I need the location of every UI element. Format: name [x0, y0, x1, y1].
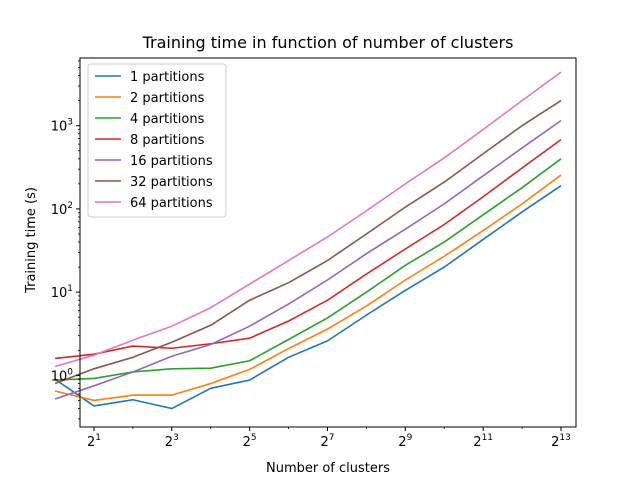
x-tick-base: 2: [320, 435, 328, 450]
series-line-1: [54, 185, 562, 410]
legend-label: 8 partitions: [130, 133, 205, 148]
x-tick-exponent: 13: [559, 433, 570, 443]
x-tick-label: 25: [243, 433, 257, 450]
legend-label: 2 partitions: [130, 91, 205, 106]
legend-label: 1 partitions: [130, 70, 205, 85]
x-axis: 21 23 25 27 29 211 213: [87, 427, 571, 450]
legend-label: 32 partitions: [130, 175, 213, 190]
legend-label: 16 partitions: [130, 154, 213, 169]
series-line-6: [54, 99, 562, 385]
y-tick-exponent: 2: [67, 201, 73, 211]
x-tick-label: 21: [87, 433, 101, 450]
series-line-4: [54, 138, 562, 360]
x-tick-exponent: 9: [407, 433, 413, 443]
y-tick-exponent: 0: [67, 367, 73, 377]
y-tick-exponent: 1: [67, 284, 73, 294]
x-tick-label: 27: [320, 433, 334, 450]
x-tick-exponent: 1: [95, 433, 101, 443]
x-tick-base: 2: [473, 435, 481, 450]
y-tick-base: 10: [51, 286, 68, 301]
legend-label: 64 partitions: [130, 196, 213, 211]
series-line-5: [54, 119, 562, 400]
x-tick-label: 211: [473, 433, 493, 450]
legend-label: 4 partitions: [130, 112, 205, 127]
y-tick-exponent: 3: [67, 118, 73, 128]
axes-frame: [79, 57, 577, 428]
x-tick-exponent: 5: [251, 433, 257, 443]
x-tick-base: 2: [165, 435, 173, 450]
series-line-2: [54, 174, 562, 402]
x-tick-base: 2: [243, 435, 251, 450]
y-tick-label: 103: [51, 118, 73, 135]
x-tick-label: 29: [398, 433, 412, 450]
series-line-7: [54, 71, 562, 368]
legend-box: [87, 63, 227, 218]
series-line-3: [54, 158, 562, 381]
x-tick-exponent: 11: [482, 433, 493, 443]
x-tick-label: 23: [165, 433, 179, 450]
legend: 1 partitions 2 partitions 4 partitions 8 pa…: [87, 63, 227, 218]
y-axis-label: Training time (s): [24, 187, 39, 294]
y-tick-label: 100: [51, 367, 74, 384]
y-tick-label: 101: [51, 284, 73, 301]
x-tick-exponent: 3: [173, 433, 179, 443]
x-tick-base: 2: [87, 435, 95, 450]
x-tick-label: 213: [551, 433, 571, 450]
y-tick-label: 102: [51, 201, 73, 218]
y-tick-base: 10: [51, 203, 68, 218]
x-tick-base: 2: [398, 435, 406, 450]
series-layer: [54, 71, 562, 410]
x-tick-exponent: 7: [329, 433, 335, 443]
x-axis-label: Number of clusters: [266, 461, 390, 476]
y-tick-base: 10: [51, 120, 68, 135]
chart-title: Training time in function of number of c…: [142, 33, 514, 52]
y-tick-base: 10: [51, 369, 68, 384]
x-tick-base: 2: [551, 435, 559, 450]
